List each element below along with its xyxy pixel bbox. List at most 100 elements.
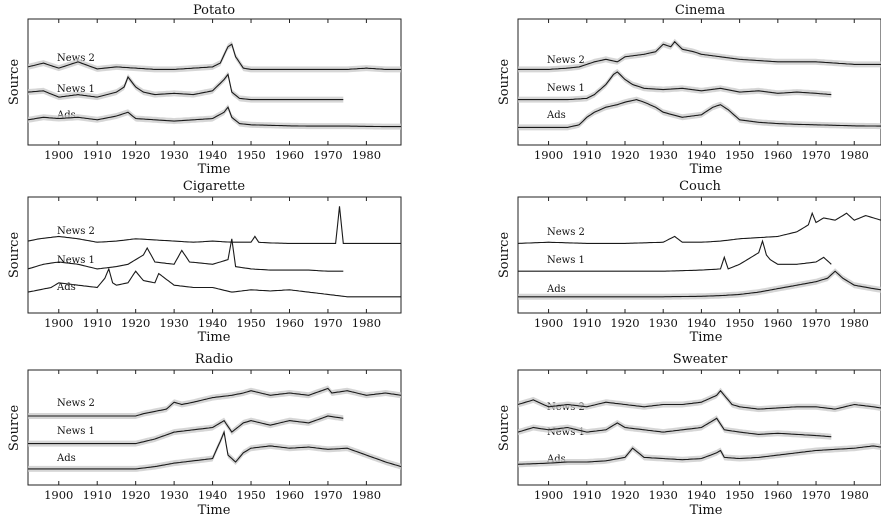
series-line [28, 387, 402, 417]
x-tick-label: 1920 [610, 488, 639, 502]
x-tick-label: 1920 [121, 488, 150, 502]
x-tick-label: 1900 [44, 488, 73, 502]
panel-radio: Radio Time Source News 2 News 1 Ads 1900… [7, 352, 402, 518]
plot-frame [27, 18, 402, 146]
series-line [27, 73, 344, 101]
series-label-news-1: News 1 [547, 255, 585, 266]
x-tick-label: 1930 [649, 148, 678, 162]
series-line [517, 417, 832, 438]
x-axis-label: Time [198, 330, 231, 345]
x-axis-label: Time [690, 503, 723, 518]
x-tick-label: 1930 [159, 148, 188, 162]
series-line [518, 40, 881, 70]
x-tick-label: 1950 [725, 316, 754, 330]
x-tick-label: 1960 [763, 148, 792, 162]
x-tick-label: 1910 [83, 148, 112, 162]
series-line [517, 211, 881, 244]
x-tick-label: 1970 [313, 148, 342, 162]
series-line [27, 106, 401, 128]
series-band [518, 96, 881, 131]
x-tick-label: 1920 [121, 148, 150, 162]
x-tick-label: 1980 [352, 488, 381, 502]
series-label-news-2: News 2 [57, 398, 95, 409]
panel-title: Sweater [673, 352, 728, 367]
series-label-news-1: News 1 [547, 83, 585, 94]
series-band [28, 429, 401, 472]
x-tick-label: 1900 [534, 316, 563, 330]
x-tick-label: 1940 [687, 148, 716, 162]
y-axis-label: Source [7, 232, 22, 279]
y-axis-label: Source [497, 232, 512, 279]
x-tick-label: 1960 [763, 488, 792, 502]
x-axis-label: Time [198, 503, 231, 518]
series-line [28, 430, 402, 470]
y-axis-label: Source [7, 405, 22, 452]
series-line [27, 206, 401, 244]
x-tick-label: 1950 [236, 488, 265, 502]
series-line [518, 99, 881, 128]
x-tick-label: 1940 [687, 316, 716, 330]
y-axis-label: Source [497, 59, 512, 106]
plot-frame [27, 196, 402, 314]
x-tick-label: 1900 [44, 316, 73, 330]
series-line [517, 445, 881, 465]
panel-cigarette: Cigarette Time Source News 2 News 1 Ads … [7, 179, 402, 345]
series-label-ads: Ads [546, 284, 566, 295]
series-label-ads: Ads [546, 110, 566, 121]
x-tick-label: 1930 [649, 316, 678, 330]
x-tick-label: 1940 [198, 488, 227, 502]
series-line [27, 238, 344, 272]
series-label-news-1: News 1 [57, 84, 95, 95]
plot-frame [27, 369, 402, 486]
x-tick-label: 1900 [534, 488, 563, 502]
plot-frame [517, 369, 881, 486]
y-axis-label: Source [7, 59, 22, 106]
x-tick-label: 1980 [840, 488, 869, 502]
series-line [518, 239, 832, 272]
x-tick-label: 1930 [159, 488, 188, 502]
series-band [518, 442, 881, 468]
x-tick-label: 1910 [572, 148, 601, 162]
series-line [27, 267, 401, 298]
panel-title: Radio [195, 352, 233, 367]
panel-cinema: Cinema Time Source News 2 News 1 Ads 190… [497, 3, 881, 177]
x-tick-label: 1980 [352, 316, 381, 330]
series-label-news-1: News 1 [57, 426, 95, 437]
x-tick-label: 1960 [275, 316, 304, 330]
panel-potato: Potato Time Source News 2 News 1 Ads 190… [7, 3, 402, 177]
panel-title: Couch [679, 179, 721, 194]
series-band [518, 387, 881, 413]
series-label-ads: Ads [56, 282, 76, 293]
x-tick-label: 1940 [198, 316, 227, 330]
x-tick-label: 1910 [83, 488, 112, 502]
series-label-news-2: News 2 [57, 226, 95, 237]
x-tick-label: 1900 [534, 148, 563, 162]
panel-title: Cinema [675, 3, 725, 18]
panel-sweater: Sweater Time Source News 2 News 1 Ads 19… [497, 352, 881, 518]
series-label-news-1: News 1 [547, 427, 585, 438]
y-axis-label: Source [497, 405, 512, 452]
x-tick-label: 1960 [763, 316, 792, 330]
series-line [518, 71, 832, 101]
series-label-news-2: News 2 [547, 55, 585, 66]
series-band [28, 41, 401, 73]
x-axis-label: Time [690, 330, 723, 345]
x-tick-label: 1970 [313, 316, 342, 330]
series-line [27, 43, 401, 70]
x-tick-label: 1950 [236, 148, 265, 162]
x-tick-label: 1980 [840, 316, 869, 330]
series-band [518, 68, 832, 103]
series-band [28, 413, 344, 447]
x-tick-label: 1930 [649, 488, 678, 502]
x-tick-label: 1920 [610, 148, 639, 162]
series-label-ads: Ads [546, 454, 566, 465]
plot-frame [517, 196, 881, 314]
series-line [517, 389, 881, 410]
x-tick-label: 1970 [801, 488, 830, 502]
x-tick-label: 1950 [725, 488, 754, 502]
series-label-news-2: News 2 [547, 227, 585, 238]
x-tick-label: 1910 [572, 488, 601, 502]
x-tick-label: 1950 [725, 148, 754, 162]
series-label-news-1: News 1 [57, 255, 95, 266]
